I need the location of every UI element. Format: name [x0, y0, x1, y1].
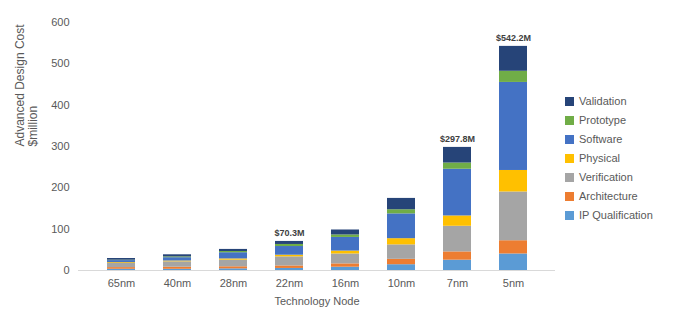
svg-text:Advanced Design Cost$million: Advanced Design Cost$million	[13, 24, 40, 147]
html-text:IP Qualification: IP Qualification	[579, 209, 653, 221]
svg-text:28nm: 28nm	[220, 277, 248, 289]
svg-text:300: 300	[51, 140, 69, 152]
svg-text:200: 200	[51, 181, 69, 193]
svg-text:100: 100	[51, 223, 69, 235]
svg-text:$297.8M: $297.8M	[440, 134, 475, 144]
html-text:Validation: Validation	[579, 95, 627, 107]
svg-text:40nm: 40nm	[164, 277, 192, 289]
html-text:Physical: Physical	[579, 152, 620, 164]
svg-text:65nm: 65nm	[108, 277, 136, 289]
svg-text:400: 400	[51, 99, 69, 111]
svg-text:22nm: 22nm	[276, 277, 304, 289]
svg-text:$542.2M: $542.2M	[496, 33, 531, 43]
html-text:Software: Software	[579, 133, 623, 145]
html-text:Prototype: Prototype	[579, 114, 627, 126]
svg-text:5nm: 5nm	[503, 277, 524, 289]
svg-text:600: 600	[51, 16, 69, 28]
svg-text:$70.3M: $70.3M	[274, 228, 304, 238]
svg-text:7nm: 7nm	[447, 277, 468, 289]
svg-text:10nm: 10nm	[388, 277, 416, 289]
html-text:Architecture: Architecture	[579, 190, 638, 202]
svg-text:Technology Node: Technology Node	[274, 295, 359, 307]
html-text:Verification: Verification	[579, 171, 633, 183]
svg-text:16nm: 16nm	[332, 277, 360, 289]
svg-text:0: 0	[63, 264, 69, 276]
svg-text:500: 500	[51, 57, 69, 69]
